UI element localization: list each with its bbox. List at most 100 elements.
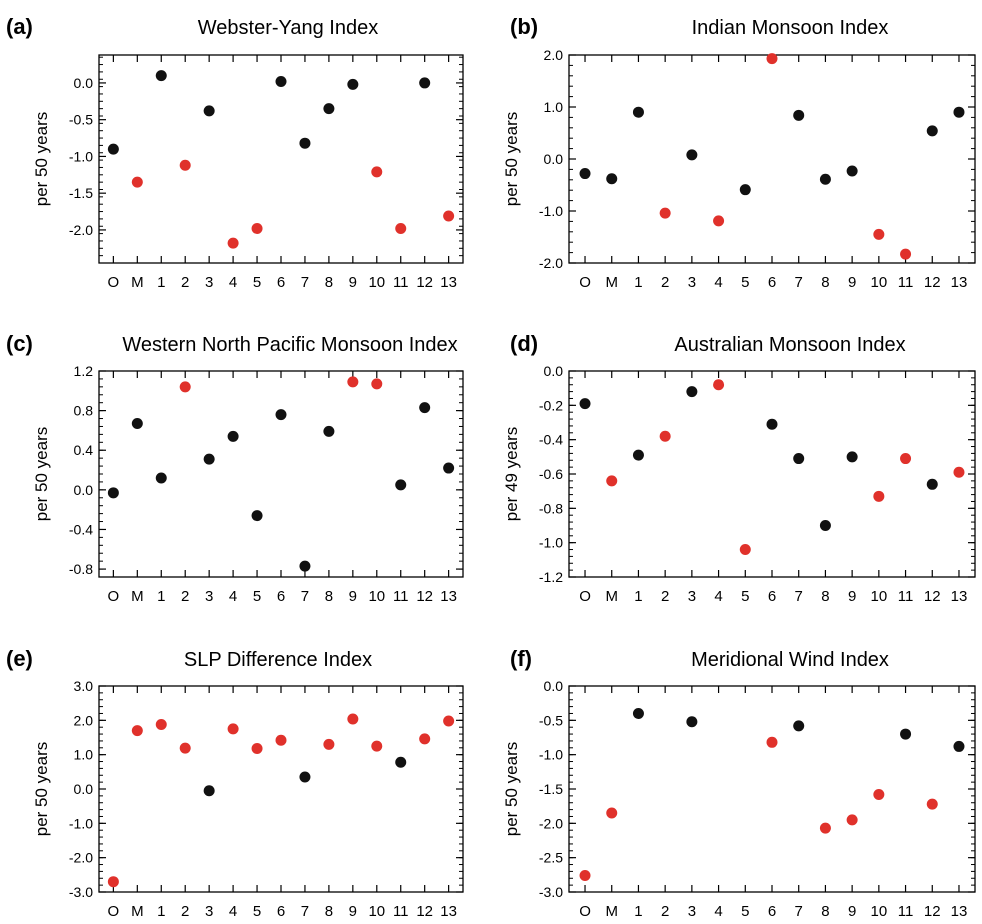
panel-c: (c) Western North Pacific Monsoon Index 1.… — [6, 331, 464, 605]
ytick-label: 1.0 — [74, 747, 94, 763]
data-point — [227, 723, 239, 735]
data-point — [347, 78, 359, 90]
xtick-label: 7 — [795, 903, 803, 920]
xtick-label: 5 — [741, 903, 749, 920]
xtick-label: 2 — [661, 588, 669, 605]
data-point — [793, 453, 805, 465]
plot-frame — [98, 370, 464, 578]
xtick-label: 4 — [714, 588, 722, 605]
data-point — [251, 510, 263, 522]
data-point — [275, 409, 287, 421]
xtick-label: 6 — [768, 588, 776, 605]
plot-frame — [568, 685, 976, 893]
ytick-label: 0.0 — [74, 75, 94, 91]
panel-letter: (a) — [6, 14, 33, 39]
xtick-label: 3 — [205, 274, 213, 291]
xtick-label: 7 — [301, 903, 309, 920]
xtick-label: 2 — [661, 903, 669, 920]
xtick-label: 13 — [440, 274, 457, 291]
xtick-label: 3 — [688, 903, 696, 920]
plot-frame — [568, 54, 976, 264]
data-point — [131, 725, 143, 737]
ytick-label: -0.5 — [539, 712, 563, 728]
data-point — [686, 149, 698, 161]
ytick-label: -1.0 — [539, 535, 563, 551]
data-point — [900, 453, 912, 465]
data-point — [873, 788, 885, 800]
xtick-label: 1 — [157, 274, 165, 291]
data-point — [347, 713, 359, 725]
ytick-label: -2.0 — [69, 222, 93, 238]
data-point — [900, 728, 912, 740]
data-point — [846, 451, 858, 463]
panel-a: (a) Webster-Yang Index 0.0 -0.5 -1.0 -1.5 -2.0… — [6, 14, 464, 291]
xtick-label: 12 — [416, 274, 433, 291]
plot-frame — [98, 685, 464, 893]
data-point — [793, 720, 805, 732]
xtick-label: 11 — [393, 274, 409, 291]
ytick-label: -1.5 — [539, 781, 563, 797]
data-point — [203, 785, 215, 797]
xtick-label: 5 — [253, 274, 261, 291]
panel-title: Webster-Yang Index — [198, 17, 378, 39]
panel-title: Meridional Wind Index — [691, 649, 889, 671]
xtick-label: 8 — [821, 274, 829, 291]
data-point — [155, 472, 167, 484]
data-point — [395, 479, 407, 491]
panel-letter: (f) — [510, 646, 532, 671]
data-point — [873, 228, 885, 240]
xtick-label: O — [579, 588, 591, 605]
data-point — [659, 430, 671, 442]
xtick-label: 9 — [848, 274, 856, 291]
data-point — [179, 159, 191, 171]
ytick-label: 0.0 — [544, 151, 564, 167]
xtick-label: 5 — [741, 588, 749, 605]
xtick-label: 3 — [688, 588, 696, 605]
xtick-label: 6 — [277, 274, 285, 291]
data-point — [203, 105, 215, 117]
data-point — [686, 716, 698, 728]
xtick-label: O — [108, 903, 120, 920]
data-point — [299, 137, 311, 149]
data-point — [739, 184, 751, 196]
data-point — [713, 379, 725, 391]
data-point — [203, 453, 215, 465]
xtick-label: 11 — [898, 274, 914, 291]
xtick-label: 11 — [898, 588, 914, 605]
xtick-label: 6 — [768, 903, 776, 920]
xtick-label: 13 — [951, 588, 968, 605]
data-point — [371, 740, 383, 752]
data-point — [579, 398, 591, 410]
xtick-label: 9 — [848, 588, 856, 605]
xtick-label: 8 — [821, 903, 829, 920]
panel-d: (d) Australian Monsoon Index 0.0 -0.2 -0.4 -0… — [502, 331, 976, 605]
xtick-label: 3 — [205, 588, 213, 605]
data-point — [347, 376, 359, 388]
data-point — [846, 814, 858, 826]
data-point — [227, 430, 239, 442]
xtick-label: 7 — [795, 588, 803, 605]
xtick-label: 1 — [157, 903, 165, 920]
ytick-label: -3.0 — [539, 884, 563, 900]
xtick-label: O — [579, 903, 591, 920]
plot-frame — [568, 370, 976, 578]
xtick-label: 13 — [440, 588, 457, 605]
panel-title: SLP Difference Index — [184, 649, 372, 671]
data-point — [251, 222, 263, 234]
data-point — [953, 106, 965, 118]
data-point — [419, 77, 431, 89]
xtick-label: 7 — [301, 588, 309, 605]
panel-letter: (b) — [510, 14, 538, 39]
xtick-label: 12 — [416, 588, 433, 605]
xtick-label: 3 — [688, 274, 696, 291]
data-point — [155, 718, 167, 730]
data-point — [606, 475, 618, 487]
data-point — [766, 418, 778, 430]
xtick-label: 1 — [634, 903, 642, 920]
xtick-label: 8 — [325, 588, 333, 605]
xtick-label: 9 — [349, 903, 357, 920]
data-point — [900, 248, 912, 260]
data-point — [846, 165, 858, 177]
panel-letter: (d) — [510, 331, 538, 356]
